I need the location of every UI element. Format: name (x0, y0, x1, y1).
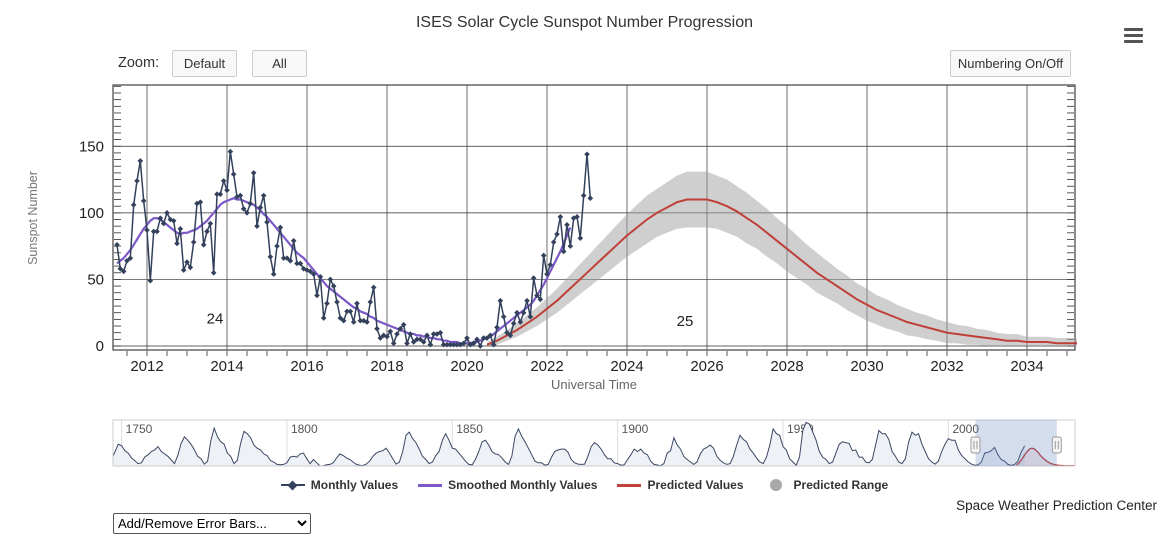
svg-text:50: 50 (87, 271, 104, 288)
svg-text:150: 150 (79, 138, 104, 155)
svg-text:2028: 2028 (770, 358, 803, 375)
context-menu-icon[interactable] (1124, 28, 1143, 46)
legend-label: Monthly Values (310, 478, 399, 492)
monthly-values-marker-icon (280, 479, 305, 491)
svg-text:2032: 2032 (930, 358, 963, 375)
svg-text:100: 100 (79, 205, 104, 222)
svg-text:25: 25 (677, 313, 694, 330)
navigator-right-handle[interactable] (1051, 436, 1062, 454)
hamburger-bar (1124, 40, 1143, 43)
svg-text:2014: 2014 (210, 358, 243, 375)
hamburger-bar (1124, 34, 1143, 37)
svg-text:1900: 1900 (622, 422, 649, 436)
page-title: ISES Solar Cycle Sunspot Number Progress… (415, 14, 754, 31)
numbering-toggle-button[interactable]: Numbering On/Off (950, 50, 1071, 77)
legend: Monthly Values Smoothed Monthly Values P… (0, 478, 1169, 492)
svg-text:2012: 2012 (130, 358, 163, 375)
svg-text:0: 0 (96, 338, 104, 355)
legend-item-smoothed-monthly-values[interactable]: Smoothed Monthly Values (418, 478, 597, 492)
svg-text:1850: 1850 (456, 422, 483, 436)
svg-text:2026: 2026 (690, 358, 723, 375)
predicted-values-marker-icon (617, 479, 642, 491)
legend-item-predicted-values[interactable]: Predicted Values (617, 478, 744, 492)
legend-label: Predicted Values (647, 478, 744, 492)
svg-text:2024: 2024 (610, 358, 643, 375)
navigator-selection (975, 420, 1057, 466)
navigator[interactable]: 1750 1800 1850 1900 1950 2000 (0, 418, 1169, 472)
svg-text:2022: 2022 (530, 358, 563, 375)
swpc-credit: Space Weather Prediction Center (956, 498, 1157, 513)
svg-text:2016: 2016 (290, 358, 323, 375)
error-bars-select[interactable]: Add/Remove Error Bars... (113, 513, 311, 534)
svg-text:Universal Time: Universal Time (551, 377, 637, 392)
svg-text:2018: 2018 (370, 358, 403, 375)
legend-label: Predicted Range (793, 478, 889, 492)
smoothed-values-marker-icon (418, 479, 443, 491)
svg-text:2020: 2020 (450, 358, 483, 375)
navigator-left-handle[interactable] (970, 436, 981, 454)
hamburger-bar (1124, 28, 1143, 31)
zoom-all-button[interactable]: All (252, 50, 307, 77)
svg-text:24: 24 (207, 310, 224, 327)
zoom-default-button[interactable]: Default (172, 50, 237, 77)
legend-label: Smoothed Monthly Values (448, 478, 598, 492)
zoom-label: Zoom: (118, 55, 160, 71)
svg-text:1750: 1750 (126, 422, 153, 436)
predicted-range-marker-icon (764, 479, 788, 491)
svg-text:Sunspot Number: Sunspot Number (26, 171, 40, 265)
svg-text:1800: 1800 (291, 422, 318, 436)
legend-item-predicted-range[interactable]: Predicted Range (764, 478, 889, 492)
svg-text:2000: 2000 (952, 422, 979, 436)
svg-text:2030: 2030 (850, 358, 883, 375)
svg-text:2034: 2034 (1010, 358, 1043, 375)
legend-item-monthly-values[interactable]: Monthly Values (280, 478, 399, 492)
main-chart[interactable]: 24 25 0 50 100 150 2012 2014 2016 2018 2020 2022 202… (0, 83, 1169, 395)
